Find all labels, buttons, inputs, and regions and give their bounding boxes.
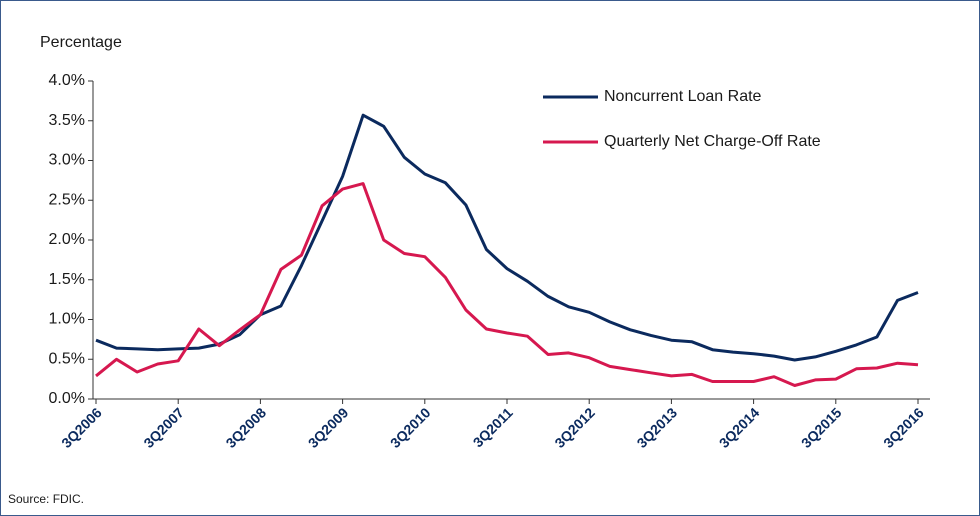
y-tick-label: 1.0% — [49, 311, 85, 328]
source: Source: FDIC. — [8, 492, 84, 506]
y-tick-label: 0.0% — [49, 390, 85, 407]
y-tick-label: 2.0% — [49, 231, 85, 248]
series-line — [95, 113, 919, 362]
y-tick-label: 1.5% — [49, 271, 85, 288]
legend-label: Noncurrent Loan Rate — [604, 88, 762, 105]
series-line — [95, 182, 919, 387]
y-tick-label: 0.5% — [49, 350, 85, 367]
y-tick-label: 4.0% — [49, 72, 85, 89]
y-axis-label: Percentage — [40, 34, 122, 51]
y-tick-label: 3.5% — [49, 112, 85, 129]
y-tick-label: 2.5% — [49, 191, 85, 208]
legend-label: Quarterly Net Charge-Off Rate — [604, 133, 821, 150]
y-tick-label: 3.0% — [49, 152, 85, 169]
